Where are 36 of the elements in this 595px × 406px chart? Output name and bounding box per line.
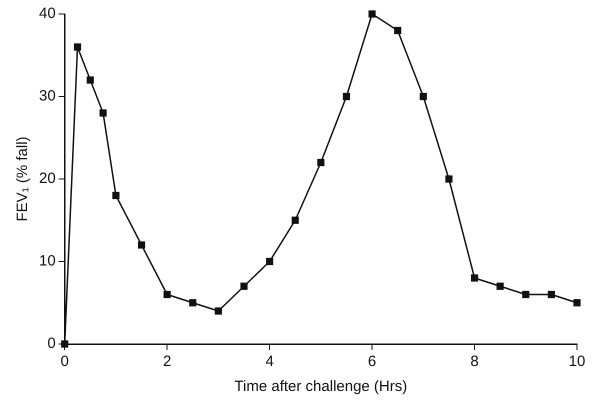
y-tick-label: 0 <box>47 335 56 352</box>
y-tick-label: 40 <box>38 5 56 22</box>
point <box>86 76 94 84</box>
point <box>496 282 504 290</box>
x-tick-label: 10 <box>568 353 586 370</box>
x-tick-label: 2 <box>162 353 172 370</box>
y-tick-label: 10 <box>38 252 56 270</box>
x-tick-label: 0 <box>60 353 69 370</box>
point <box>317 158 324 166</box>
point <box>420 92 427 100</box>
point <box>138 241 146 249</box>
point <box>292 216 299 224</box>
x-tick-label: 8 <box>470 353 479 370</box>
x-axis-title: Time after challenge (Hrs) <box>234 378 408 396</box>
point <box>189 299 196 306</box>
point <box>100 109 107 117</box>
point <box>266 258 274 266</box>
point <box>342 92 350 100</box>
point <box>61 340 68 348</box>
x-tick-label: 4 <box>265 353 274 370</box>
point <box>74 43 82 51</box>
y-tick-label: 20 <box>38 170 56 188</box>
point <box>112 192 120 200</box>
point <box>394 26 402 34</box>
x-tick-label: 6 <box>368 353 376 370</box>
y-axis-title: FEV₁ (% fall) <box>14 136 32 222</box>
point <box>240 282 248 290</box>
point <box>368 10 376 18</box>
point <box>445 175 452 183</box>
point <box>522 290 530 298</box>
point <box>573 299 581 306</box>
y-tick-label: 30 <box>38 88 56 105</box>
point <box>470 274 478 282</box>
point <box>164 290 171 298</box>
point <box>214 307 222 315</box>
point <box>548 290 555 298</box>
